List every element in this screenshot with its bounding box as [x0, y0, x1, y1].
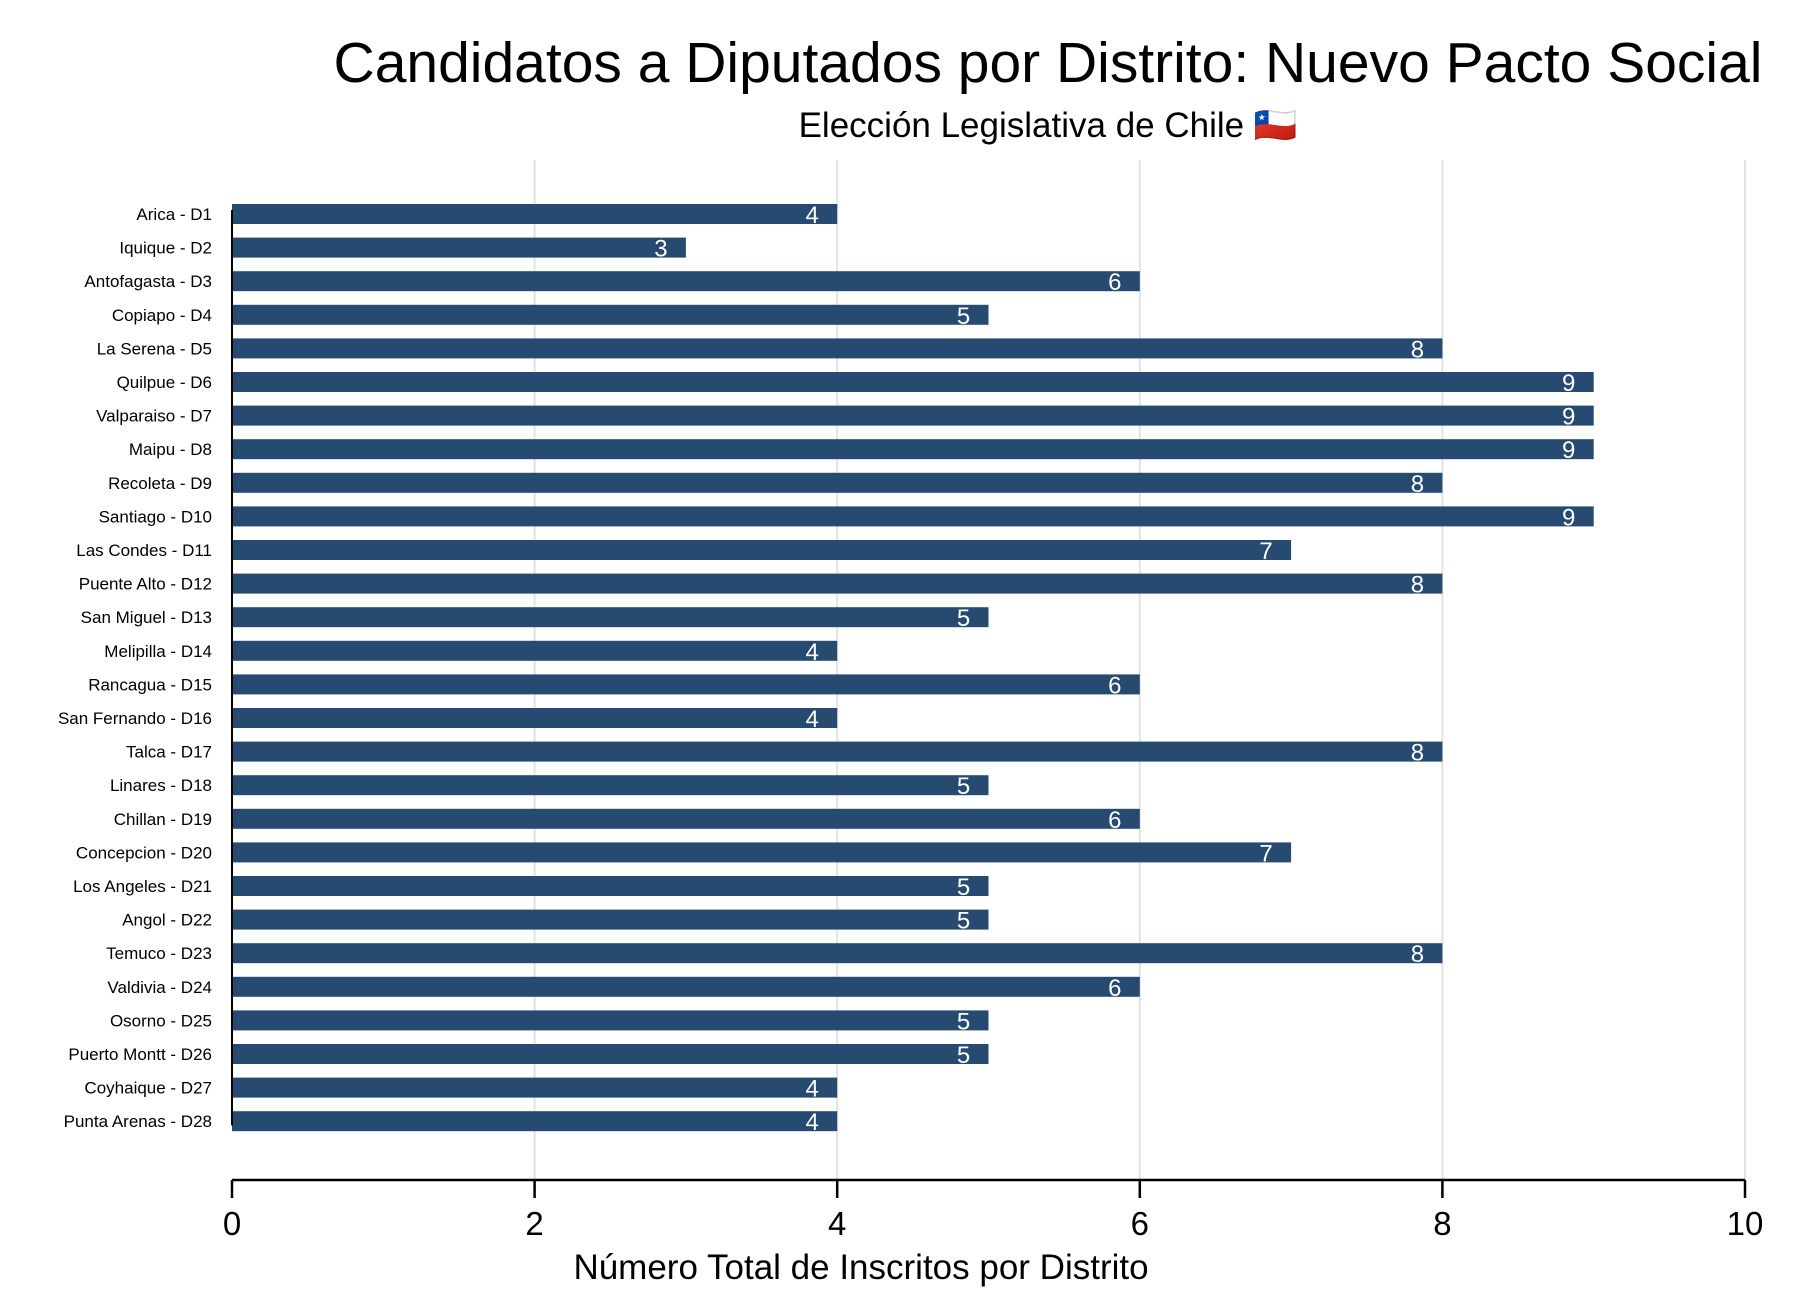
bar — [232, 506, 1594, 527]
bar — [232, 876, 989, 896]
bar — [232, 808, 1140, 829]
bar-value-label: 5 — [957, 773, 970, 800]
bar — [232, 1010, 989, 1031]
bar — [232, 976, 1140, 997]
bar-value-label: 4 — [806, 202, 819, 229]
x-tick-label: 10 — [1727, 1205, 1764, 1242]
category-label: Puente Alto - D12 — [79, 575, 212, 594]
bar — [232, 338, 1443, 359]
bar-value-label: 8 — [1411, 740, 1424, 767]
chart-title: Candidatos a Diputados por Distrito: Nue… — [333, 31, 1763, 95]
category-label: Puerto Montt - D26 — [68, 1045, 212, 1064]
x-tick-label: 4 — [828, 1205, 846, 1242]
grid-lines — [533, 160, 1746, 1180]
category-label: Las Condes - D11 — [76, 541, 212, 560]
bars: 4 3 6 5 8 9 9 9 8 9 7 8 5 4 6 4 8 5 6 7 5 5 8 6 5 5 4 4 — [232, 202, 1594, 1136]
bar-value-label: 5 — [957, 874, 970, 901]
bar-value-label: 6 — [1108, 672, 1121, 699]
category-label: Coyhaique - D27 — [84, 1079, 212, 1098]
category-label: Antofagasta - D3 — [84, 272, 212, 291]
x-tick-label: 0 — [223, 1205, 241, 1242]
category-label: Temuco - D23 — [106, 944, 212, 963]
bar — [232, 943, 1443, 964]
category-label: Concepcion - D20 — [76, 843, 212, 862]
bar-value-label: 5 — [957, 908, 970, 935]
bar — [232, 405, 1594, 426]
bar-value-label: 6 — [1108, 975, 1121, 1002]
bar-value-label: 3 — [654, 236, 667, 263]
bar-value-label: 6 — [1108, 269, 1121, 296]
bar-value-label: 7 — [1259, 538, 1272, 565]
bar — [232, 741, 1443, 762]
x-axis: 0 2 4 6 8 10 — [223, 210, 1764, 1242]
x-tick-label: 8 — [1433, 1205, 1451, 1242]
bar — [232, 372, 1594, 392]
bar — [232, 909, 989, 930]
bar — [232, 674, 1140, 695]
bar-value-label: 5 — [957, 1042, 970, 1069]
category-label: Osorno - D25 — [110, 1011, 212, 1030]
bar — [232, 237, 686, 258]
chart-subtitle: Elección Legislativa de Chile 🇨🇱 — [798, 106, 1298, 145]
bar-value-label: 5 — [957, 605, 970, 632]
bar-value-label: 5 — [957, 1008, 970, 1035]
category-label: Rancagua - D15 — [88, 675, 212, 694]
category-label: Arica - D1 — [136, 205, 212, 224]
bar-value-label: 4 — [806, 639, 819, 666]
bar — [232, 842, 1292, 863]
bar — [232, 775, 989, 796]
bar-value-label: 5 — [957, 303, 970, 330]
bar-value-label: 6 — [1108, 807, 1121, 834]
bar-value-label: 9 — [1562, 404, 1575, 431]
x-axis-title: Número Total de Inscritos por Distrito — [573, 1248, 1148, 1287]
bar — [232, 708, 838, 728]
bar-value-label: 9 — [1562, 437, 1575, 464]
category-label: Valparaiso - D7 — [96, 407, 212, 426]
bar — [232, 640, 838, 661]
category-label: San Fernando - D16 — [58, 709, 212, 728]
category-label: Quilpue - D6 — [117, 373, 212, 392]
category-label: Talca - D17 — [126, 743, 212, 762]
category-label: Angol - D22 — [122, 911, 212, 930]
bar-value-label: 9 — [1562, 370, 1575, 397]
category-label: Chillan - D19 — [114, 810, 212, 829]
bar-value-label: 9 — [1562, 504, 1575, 531]
bar — [232, 472, 1443, 493]
category-label: Punta Arenas - D28 — [64, 1112, 212, 1131]
bar — [232, 271, 1140, 292]
bar-value-label: 4 — [806, 1076, 819, 1103]
bar-value-label: 8 — [1411, 471, 1424, 498]
x-tick-label: 2 — [525, 1205, 543, 1242]
bar — [232, 439, 1594, 460]
bar — [232, 1111, 838, 1132]
bar-value-label: 4 — [806, 706, 819, 733]
bar — [232, 304, 989, 325]
bar — [232, 607, 989, 628]
category-label: Santiago - D10 — [99, 507, 212, 526]
category-label: Iquique - D2 — [119, 239, 212, 258]
bar — [232, 1044, 989, 1064]
bar — [232, 204, 838, 224]
category-label: San Miguel - D13 — [81, 608, 212, 627]
bar-value-label: 8 — [1411, 336, 1424, 363]
bar-value-label: 7 — [1259, 840, 1272, 867]
category-label: Los Angeles - D21 — [73, 877, 212, 896]
bar — [232, 540, 1292, 560]
category-label: Maipu - D8 — [129, 440, 212, 459]
bar-value-label: 4 — [806, 1109, 819, 1136]
category-labels: Arica - D1 Iquique - D2 Antofagasta - D3 Co… — [58, 205, 212, 1131]
category-label: Recoleta - D9 — [108, 474, 212, 493]
category-label: La Serena - D5 — [97, 339, 212, 358]
bar — [232, 1077, 838, 1098]
category-label: Melipilla - D14 — [104, 642, 212, 661]
bar-value-label: 8 — [1411, 572, 1424, 599]
category-label: Linares - D18 — [110, 776, 212, 795]
bar — [232, 573, 1443, 594]
bar-value-label: 8 — [1411, 941, 1424, 968]
x-tick-label: 6 — [1131, 1205, 1149, 1242]
category-label: Copiapo - D4 — [112, 306, 212, 325]
category-label: Valdivia - D24 — [107, 978, 212, 997]
